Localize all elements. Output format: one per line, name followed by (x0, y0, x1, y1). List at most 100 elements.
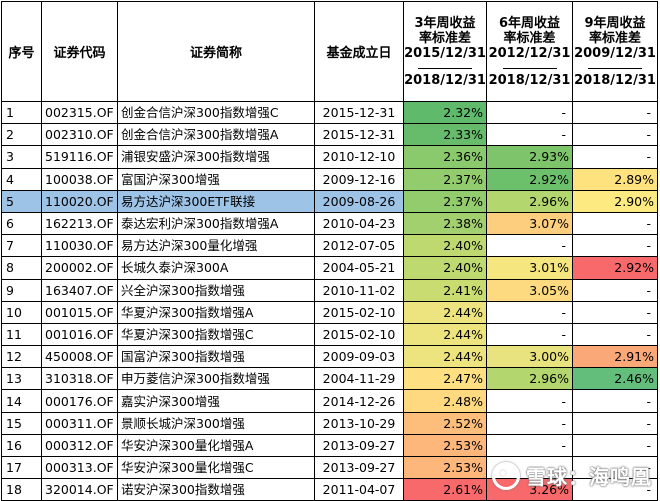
row-name: 华安沪深300量化增强C (117, 455, 315, 480)
table-row[interactable]: 13 310318.OF 申万菱信沪深300指数增强 2004-11-29 2.47% 2… (1, 367, 658, 391)
row-date: 2014-12-26 (314, 389, 404, 413)
header-9y-divider (588, 67, 642, 69)
table-row[interactable]: 12 450008.OF 国富沪深300指数增强 2009-09-03 2.44% 3.0… (1, 345, 658, 369)
row-index: 16 (1, 433, 42, 458)
row-name: 泰达宏利沪深300指数增强A (117, 211, 315, 236)
row-name: 创金合信沪深300指数增强C (117, 100, 315, 125)
row-date: 2015-02-10 (314, 300, 404, 324)
row-3y-stddev: 2.40% (403, 256, 487, 280)
header-name: 证券简称 (117, 1, 315, 102)
row-date: 2015-02-10 (314, 322, 404, 347)
row-name: 华夏沪深300指数增强C (117, 322, 315, 347)
table-row[interactable]: 17 000313.OF 华安沪深300量化增强C 2013-09-27 2.53% - - (1, 455, 658, 480)
row-3y-stddev: 2.44% (403, 345, 487, 369)
header-9y-stddev: 9年周收益 率标准差 2009/12/31 2018/12/31 (572, 1, 658, 102)
row-index: 10 (1, 300, 42, 324)
row-code: 200002.OF (41, 256, 118, 280)
row-code: 000312.OF (41, 433, 118, 458)
row-9y-stddev: - (572, 123, 658, 147)
row-code: 000313.OF (41, 455, 118, 480)
row-9y-stddev: 2.90% (572, 189, 658, 213)
row-date: 2015-12-31 (314, 123, 404, 147)
table-row[interactable]: 15 000311.OF 景顺长城沪深300增强 2013-10-29 2.52% - - (1, 411, 658, 435)
header-6y-stddev: 6年周收益 率标准差 2012/12/31 2018/12/31 (486, 1, 573, 102)
table-row[interactable]: 1 002315.OF 创金合信沪深300指数增强C 2015-12-31 2.32% -… (1, 100, 658, 125)
header-index: 序号 (1, 1, 42, 102)
row-9y-stddev: 2.92% (572, 256, 658, 280)
row-index: 5 (1, 189, 42, 213)
row-3y-stddev: 2.53% (403, 433, 487, 458)
row-6y-stddev: - (486, 100, 573, 125)
row-name: 易方达沪深300量化增强 (117, 234, 315, 258)
row-index: 6 (1, 211, 42, 236)
row-code: 002315.OF (41, 100, 118, 125)
row-9y-stddev: - (572, 145, 658, 169)
header-3y-stddev: 3年周收益 率标准差 2015/12/31 2018/12/31 (403, 1, 487, 102)
row-name: 创金合信沪深300指数增强A (117, 123, 315, 147)
row-code: 001015.OF (41, 300, 118, 324)
row-3y-stddev: 2.44% (403, 322, 487, 347)
table-row[interactable]: 14 000176.OF 嘉实沪深300增强 2014-12-26 2.48% - - (1, 389, 658, 413)
header-date: 基金成立日 (314, 1, 404, 102)
row-date: 2010-11-02 (314, 278, 404, 302)
row-6y-stddev: - (486, 389, 573, 413)
row-date: 2009-08-26 (314, 189, 404, 213)
table-body: 1 002315.OF 创金合信沪深300指数增强C 2015-12-31 2.32% -… (1, 100, 658, 501)
row-9y-stddev: - (572, 411, 658, 435)
row-9y-stddev: - (572, 322, 658, 347)
table-row[interactable]: 3 519116.OF 浦银安盛沪深300指数增强 2010-12-10 2.36% 2.… (1, 145, 658, 169)
table-row[interactable]: 10 001015.OF 华夏沪深300指数增强A 2015-02-10 2.44% - - (1, 300, 658, 324)
row-9y-stddev: - (572, 389, 658, 413)
row-name: 景顺长城沪深300增强 (117, 411, 315, 435)
header-9y-line1: 9年周收益 (584, 15, 646, 31)
row-index: 17 (1, 455, 42, 480)
row-name: 富国沪深300增强 (117, 167, 315, 191)
row-name: 诺安沪深300指数增强 (117, 478, 315, 501)
table-row[interactable]: 7 110030.OF 易方达沪深300量化增强 2012-07-05 2.40% - - (1, 234, 658, 258)
row-3y-stddev: 2.53% (403, 455, 487, 480)
row-3y-stddev: 2.36% (403, 145, 487, 169)
row-3y-stddev: 2.48% (403, 389, 487, 413)
row-date: 2012-07-05 (314, 234, 404, 258)
row-3y-stddev: 2.47% (403, 367, 487, 391)
row-index: 13 (1, 367, 42, 391)
row-code: 163407.OF (41, 278, 118, 302)
row-9y-stddev: 2.46% (572, 367, 658, 391)
row-date: 2009-12-16 (314, 167, 404, 191)
table-row[interactable]: 8 200002.OF 长城久泰沪深300A 2004-05-21 2.40% 3.01%… (1, 256, 658, 280)
row-6y-stddev: 2.96% (486, 367, 573, 391)
row-name: 浦银安盛沪深300指数增强 (117, 145, 315, 169)
header-9y-end: 2018/12/31 (574, 72, 656, 88)
row-name: 兴全沪深300指数增强 (117, 278, 315, 302)
row-name: 长城久泰沪深300A (117, 256, 315, 280)
table-row[interactable]: 2 002310.OF 创金合信沪深300指数增强A 2015-12-31 2.33% -… (1, 123, 658, 147)
row-index: 8 (1, 256, 42, 280)
row-9y-stddev: 2.91% (572, 345, 658, 369)
table-row[interactable]: 5 110020.OF 易方达沪深300ETF联接 2009-08-26 2.37% 2.… (1, 189, 658, 213)
row-3y-stddev: 2.52% (403, 411, 487, 435)
header-3y-line2: 率标准差 (418, 30, 471, 46)
row-3y-stddev: 2.33% (403, 123, 487, 147)
row-6y-stddev: - (486, 433, 573, 458)
table-row[interactable]: 9 163407.OF 兴全沪深300指数增强 2010-11-02 2.41% 3.05… (1, 278, 658, 302)
row-name: 嘉实沪深300增强 (117, 389, 315, 413)
table-row[interactable]: 11 001016.OF 华夏沪深300指数增强C 2015-02-10 2.44% - - (1, 322, 658, 347)
row-date: 2010-04-23 (314, 211, 404, 236)
table-row[interactable]: 4 100038.OF 富国沪深300增强 2009-12-16 2.37% 2.92% 2… (1, 167, 658, 191)
row-name: 华安沪深300量化增强A (117, 433, 315, 458)
row-name: 易方达沪深300ETF联接 (117, 189, 315, 213)
row-6y-stddev: 3.05% (486, 278, 573, 302)
table-row[interactable]: 16 000312.OF 华安沪深300量化增强A 2013-09-27 2.53% - - (1, 433, 658, 458)
header-6y-line1: 6年周收益 (498, 15, 561, 31)
row-code: 100038.OF (41, 167, 118, 191)
row-index: 2 (1, 123, 42, 147)
row-date: 2010-12-10 (314, 145, 404, 169)
row-6y-stddev: 3.00% (486, 345, 573, 369)
row-3y-stddev: 2.32% (403, 100, 487, 125)
row-6y-stddev: 2.92% (486, 167, 573, 191)
table-row[interactable]: 6 162213.OF 泰达宏利沪深300指数增强A 2010-04-23 2.38% 3… (1, 211, 658, 236)
row-name: 申万菱信沪深300指数增强 (117, 367, 315, 391)
row-code: 000311.OF (41, 411, 118, 435)
row-code: 110020.OF (41, 189, 118, 213)
